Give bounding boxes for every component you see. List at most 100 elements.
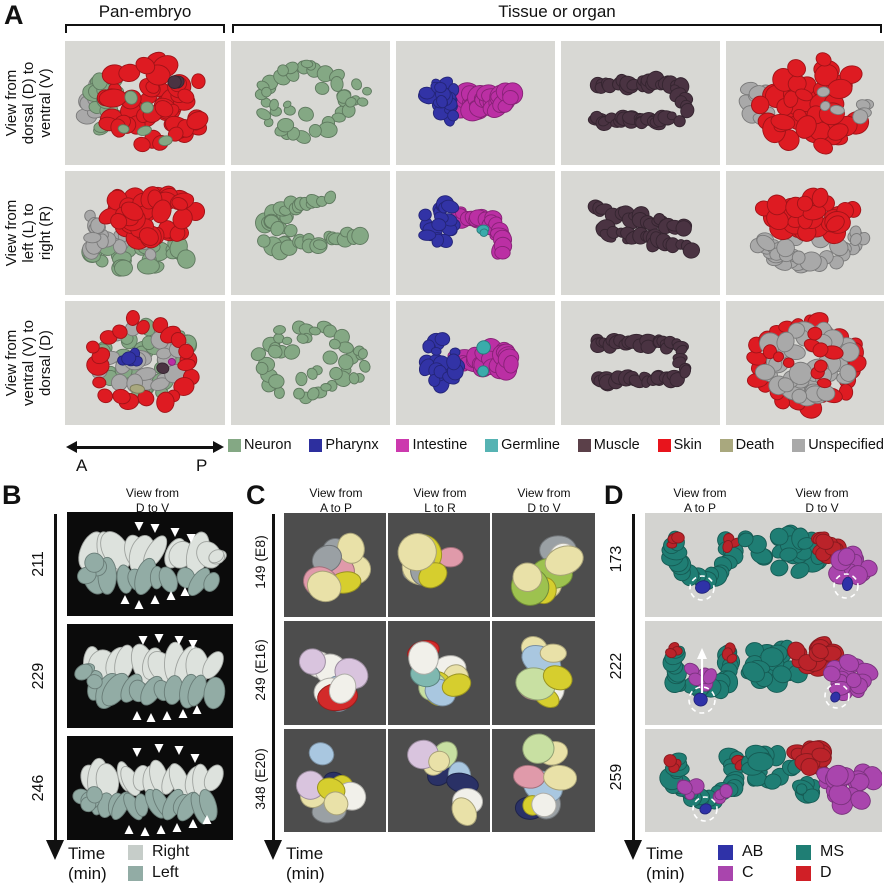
render-b-246: [67, 736, 233, 840]
render-pan-embryo-vd: [65, 301, 225, 425]
death-swatch: [719, 438, 733, 452]
render-neuron-dv: [231, 41, 390, 165]
panel-d-time-axis-line: [632, 514, 635, 840]
render-pharynx-intestine-vd: [396, 301, 555, 425]
panel-a-header-tissue: Tissue or organ: [498, 2, 616, 21]
left-swatch: [128, 866, 143, 881]
render-d-222: [645, 621, 882, 725]
render-muscle-vd: [561, 301, 720, 425]
pan-embryo-bracket: [65, 24, 225, 33]
render-pan-embryo-dv: [65, 41, 225, 165]
panel-b-time-229: 229: [30, 662, 47, 690]
unspecified-swatch: [792, 438, 806, 452]
skin-swatch: [657, 438, 671, 452]
panel-d-time-222: 222: [608, 652, 625, 680]
panel-a-header-pan-embryo: Pan-embryo: [98, 2, 192, 21]
ab-swatch: [718, 845, 733, 860]
germline-swatch: [485, 438, 499, 452]
d-label: D: [820, 864, 832, 881]
tissue-legend: Neuron Pharynx Intestine Germline Muscle…: [228, 437, 884, 453]
pharynx-swatch: [309, 438, 323, 452]
render-c-249-lr: [388, 621, 490, 725]
panel-c-time-axis-label: Time (min): [286, 844, 325, 884]
render-c-348-dv: [492, 729, 595, 832]
intestine-swatch: [396, 438, 410, 452]
right-label: Right: [152, 843, 190, 860]
render-c-149-ap: [284, 513, 386, 617]
legend-item-death: Death: [719, 437, 774, 453]
panel-c-label: C: [246, 480, 266, 510]
panel-c-header-ap: View from A to P: [309, 486, 363, 515]
ap-axis-arrow-left: [66, 441, 77, 453]
render-pharynx-intestine-dv: [396, 41, 555, 165]
panel-a-row-label-left: View from left (L) to right (R): [3, 199, 54, 267]
render-c-149-dv: [492, 513, 595, 617]
render-skin-lr: [726, 171, 884, 295]
legend-item-intestine: Intestine: [396, 437, 467, 453]
render-skin-vd: [726, 301, 884, 425]
panel-d-header-ap: View from A to P: [673, 486, 727, 515]
posterior-label: P: [196, 456, 208, 475]
render-b-229: [67, 624, 233, 728]
render-neuron-lr: [231, 171, 390, 295]
panel-c-row-149: 149 (E8): [252, 535, 268, 589]
panel-c-row-249: 249 (E16): [252, 639, 268, 701]
legend-item-neuron: Neuron: [228, 437, 292, 453]
ms-swatch: [796, 845, 811, 860]
render-c-249-dv: [492, 621, 595, 725]
ap-axis-line: [76, 446, 214, 449]
panel-b-time-211: 211: [30, 551, 47, 577]
legend-item-skin: Skin: [657, 437, 702, 453]
render-d-173: [645, 513, 882, 617]
panel-a-row-label-ventral: View from ventral (V) to dorsal (D): [3, 320, 54, 406]
panel-b-time-axis-label: Time (min): [68, 844, 107, 884]
panel-d-time-axis-arrowhead: [624, 840, 642, 860]
render-b-211: [67, 512, 233, 616]
panel-b-time-axis-arrowhead: [46, 840, 64, 860]
panel-c-time-axis-arrowhead: [264, 840, 282, 860]
render-muscle-lr: [561, 171, 720, 295]
panel-d-header-dv: View from D to V: [795, 486, 849, 515]
panel-b-view-header: View from D to V: [125, 486, 180, 515]
legend-item-unspecified: Unspecified: [792, 437, 884, 453]
left-label: Left: [152, 864, 179, 881]
render-pan-embryo-lr: [65, 171, 225, 295]
panel-d-label: D: [604, 480, 624, 510]
right-swatch: [128, 845, 143, 860]
render-muscle-dv: [561, 41, 720, 165]
panel-a-label: A: [4, 0, 24, 30]
c-label: C: [742, 864, 754, 881]
legend-item-pharynx: Pharynx: [309, 437, 379, 453]
panel-c-time-axis-line: [272, 514, 275, 840]
neuron-swatch: [228, 438, 241, 452]
render-c-348-ap: [284, 729, 386, 832]
ab-label: AB: [742, 843, 764, 860]
anterior-label: A: [76, 456, 88, 475]
render-d-259: [645, 729, 882, 832]
d-swatch: [796, 866, 811, 881]
panel-b-label: B: [2, 480, 22, 510]
ms-label: MS: [820, 843, 844, 860]
ap-axis-arrow-right: [213, 441, 224, 453]
render-c-149-lr: [388, 513, 490, 617]
render-pharynx-intestine-lr: [396, 171, 555, 295]
tissue-organ-bracket: [232, 24, 882, 33]
panel-c-row-348: 348 (E20): [252, 748, 268, 810]
render-neuron-vd: [231, 301, 390, 425]
panel-d-time-259: 259: [608, 763, 625, 791]
render-c-249-ap: [284, 621, 386, 725]
panel-b-time-axis-line: [54, 514, 57, 840]
panel-c-header-dv: View from D to V: [517, 486, 571, 515]
panel-c-header-lr: View from L to R: [413, 486, 467, 515]
legend-item-muscle: Muscle: [577, 437, 640, 453]
muscle-swatch: [577, 438, 591, 452]
panel-a-row-label-dorsal: View from dorsal (D) to ventral (V): [3, 61, 54, 145]
legend-item-germline: Germline: [485, 437, 560, 453]
panel-d-time-axis-label: Time (min): [646, 844, 685, 884]
panel-b-time-246: 246: [30, 774, 47, 802]
render-c-348-lr: [388, 729, 490, 832]
render-skin-dv: [726, 41, 884, 165]
c-swatch: [718, 866, 733, 881]
panel-d-time-173: 173: [608, 545, 625, 573]
